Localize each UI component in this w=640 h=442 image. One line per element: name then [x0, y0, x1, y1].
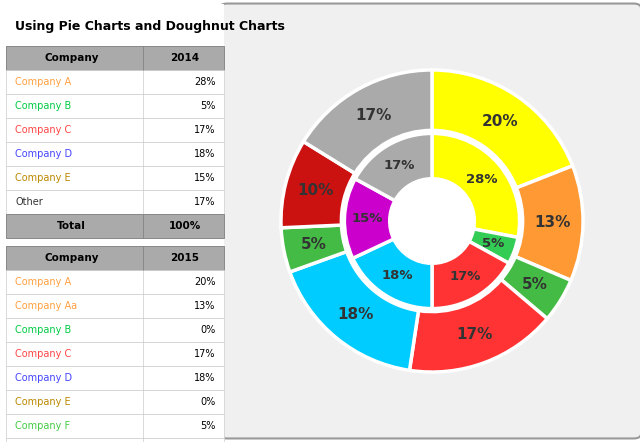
Wedge shape: [344, 179, 395, 258]
Text: 17%: 17%: [194, 349, 215, 359]
Text: Company: Company: [44, 253, 99, 263]
Bar: [6, 318, 224, 342]
Wedge shape: [303, 70, 432, 173]
Text: 18%: 18%: [381, 269, 413, 282]
Wedge shape: [469, 229, 518, 263]
Wedge shape: [410, 280, 547, 372]
Wedge shape: [432, 133, 520, 237]
Text: 17%: 17%: [456, 327, 493, 342]
Text: 18%: 18%: [194, 373, 215, 383]
Text: Company C: Company C: [15, 349, 71, 359]
Bar: [6, 190, 224, 214]
Text: 13%: 13%: [534, 215, 571, 230]
Text: 2014: 2014: [170, 53, 200, 63]
Bar: [6, 414, 224, 438]
Text: 17%: 17%: [194, 197, 215, 207]
Text: 20%: 20%: [482, 114, 518, 129]
Text: 15%: 15%: [351, 213, 383, 225]
Bar: [6, 142, 224, 166]
Wedge shape: [515, 166, 583, 280]
Text: 5%: 5%: [482, 236, 504, 249]
Text: Other: Other: [15, 197, 43, 207]
Text: 28%: 28%: [194, 76, 215, 87]
Text: Using Pie Charts and Doughnut Charts: Using Pie Charts and Doughnut Charts: [15, 19, 285, 33]
Text: 100%: 100%: [169, 221, 201, 231]
Text: Company B: Company B: [15, 325, 71, 335]
Text: Total: Total: [57, 221, 86, 231]
Bar: [6, 94, 224, 118]
Text: 17%: 17%: [449, 271, 481, 283]
Wedge shape: [432, 241, 509, 309]
Text: Company A: Company A: [15, 277, 71, 287]
Bar: [6, 69, 224, 94]
Text: 5%: 5%: [200, 421, 215, 431]
Text: Company A: Company A: [15, 76, 71, 87]
Bar: [6, 294, 224, 318]
Bar: [6, 118, 224, 142]
Text: 10%: 10%: [297, 183, 333, 198]
Wedge shape: [501, 257, 571, 319]
Text: 28%: 28%: [467, 173, 498, 186]
Text: Company F: Company F: [15, 421, 70, 431]
Bar: [6, 166, 224, 190]
Text: 0%: 0%: [200, 325, 215, 335]
Text: 0%: 0%: [200, 397, 215, 407]
Text: Company D: Company D: [15, 149, 72, 159]
Text: 20%: 20%: [194, 277, 215, 287]
Text: Company: Company: [44, 53, 99, 63]
Text: 17%: 17%: [355, 108, 391, 123]
Bar: [6, 214, 224, 238]
Text: Company B: Company B: [15, 101, 71, 110]
Text: 5%: 5%: [301, 237, 326, 252]
Bar: [6, 390, 224, 414]
Wedge shape: [353, 239, 432, 309]
Text: 18%: 18%: [337, 307, 374, 322]
Text: Company E: Company E: [15, 397, 71, 407]
Text: Company E: Company E: [15, 173, 71, 183]
Bar: [6, 270, 224, 294]
Bar: [6, 246, 224, 270]
Wedge shape: [281, 225, 347, 272]
Text: Company C: Company C: [15, 125, 71, 135]
Bar: [6, 46, 224, 69]
Text: Company Aa: Company Aa: [15, 301, 77, 311]
Bar: [6, 366, 224, 390]
Text: 13%: 13%: [194, 301, 215, 311]
Wedge shape: [290, 251, 419, 370]
Wedge shape: [432, 70, 573, 188]
Text: 2015: 2015: [170, 253, 199, 263]
Text: 15%: 15%: [194, 173, 215, 183]
Text: 18%: 18%: [194, 149, 215, 159]
Circle shape: [390, 179, 474, 263]
Text: 17%: 17%: [383, 159, 415, 171]
Bar: [6, 342, 224, 366]
Wedge shape: [355, 133, 432, 201]
Text: 17%: 17%: [194, 125, 215, 135]
Text: 5%: 5%: [200, 101, 215, 110]
Wedge shape: [281, 141, 355, 228]
Text: Company D: Company D: [15, 373, 72, 383]
Text: 5%: 5%: [522, 277, 548, 292]
Bar: [6, 438, 224, 442]
